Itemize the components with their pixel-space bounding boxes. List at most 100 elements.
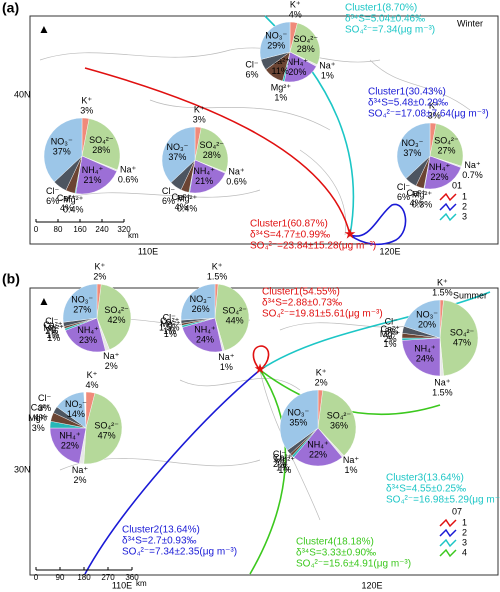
scale-label: 360	[125, 573, 139, 582]
legend-swatch	[439, 528, 457, 538]
ion-label: NH₄⁺	[193, 166, 215, 176]
ion-percent: 1.5%	[432, 287, 453, 297]
legend-label: 3	[462, 537, 467, 547]
ion-label: SO₄²⁻	[94, 421, 119, 431]
ion-percent: 1%	[164, 329, 177, 339]
scale-label: 0	[34, 225, 39, 234]
cluster-text: SO₄²⁻=16.98±5.29(μg m⁻³)	[386, 495, 500, 506]
ion-percent: 26%	[192, 304, 210, 314]
ion-percent: 23%	[79, 335, 97, 345]
ion-percent: 4%	[34, 413, 47, 423]
ion-percent: 3%	[38, 403, 51, 413]
axis-label: 120E	[379, 246, 400, 256]
ion-label: NH₄⁺	[429, 162, 451, 172]
legend-label: 4	[462, 547, 467, 557]
ion-label: NH₄⁺	[307, 439, 329, 449]
ion-label: SO₄²⁻	[434, 136, 459, 146]
ion-label: Ca²⁺	[31, 403, 51, 413]
ion-percent: 0.4%	[63, 205, 84, 215]
pie-slice	[317, 390, 357, 456]
ion-label: NH₄⁺	[287, 57, 309, 67]
cluster-text: δ³⁴S=5.48±0.29‰	[368, 98, 448, 109]
trajectory	[349, 203, 407, 246]
axis-label: 120E	[361, 580, 382, 590]
cluster-text: δ³⁴S=4.77±0.99‰	[250, 230, 330, 241]
ion-label: NO₃⁻	[287, 407, 309, 417]
ion-percent: 1.5%	[432, 387, 453, 397]
cluster-text: SO₄²⁻=19.81±5.61(μg m⁻³)	[262, 309, 383, 320]
cluster-text: Cluster1(8.70%)	[345, 3, 417, 14]
ion-percent: 4%	[175, 202, 188, 212]
cluster-text: Cluster3(13.64%)	[386, 473, 464, 484]
ion-label: NO₃⁻	[190, 294, 212, 304]
ion-label: K⁺	[290, 0, 301, 10]
ion-label: Mg²⁺	[160, 319, 180, 329]
pie-slice	[284, 51, 317, 83]
axis-label: 40N	[14, 89, 31, 99]
pie-slice	[75, 155, 118, 195]
pie-slice	[189, 159, 226, 194]
ion-percent: 0.6%	[226, 177, 247, 187]
ion-label: Mg²⁺	[271, 82, 291, 92]
ion-percent: 37%	[53, 147, 71, 157]
ion-label: Ca²⁺	[160, 316, 180, 326]
pie-slice	[259, 21, 291, 60]
pie-slice	[182, 317, 223, 353]
season: Winter	[457, 18, 483, 28]
ion-percent: 14%	[67, 409, 85, 419]
ion-label: Mg²⁺	[28, 413, 48, 423]
ion-label: Mg²⁺	[412, 190, 432, 200]
ion-label: Na⁺	[434, 377, 451, 387]
ion-label: Cl⁻	[397, 182, 410, 192]
axis-label: 30N	[14, 464, 31, 474]
scale-label: 270	[101, 573, 115, 582]
cluster-text: SO₄²⁻=7.34(μg m⁻³)	[345, 25, 435, 36]
ion-label: NH₄⁺	[414, 343, 436, 353]
ion-label: Cl⁻	[163, 312, 176, 322]
pie-slice	[65, 317, 106, 353]
ion-percent: 1%	[274, 92, 287, 102]
ion-percent: 2%	[45, 326, 58, 336]
ion-percent: 47%	[453, 337, 471, 347]
scale-label: 90	[56, 573, 65, 582]
ion-label: SO₄²⁻	[294, 34, 319, 44]
ion-percent: 27%	[73, 304, 91, 314]
ion-label: NO₃⁻	[265, 31, 287, 41]
cluster-text: δ³⁴S=3.33±0.90‰	[296, 548, 376, 559]
ion-percent: 22%	[309, 449, 327, 459]
cluster-text: SO₄²⁻=23.84±15.28(μg m⁻³)	[250, 241, 376, 252]
ion-label: K⁺	[316, 367, 327, 377]
ion-percent: 1.5%	[207, 271, 228, 281]
ion-percent: 0.3%	[412, 200, 433, 210]
ion-percent: 3%	[385, 326, 398, 336]
north-arrow: ▲	[38, 22, 50, 36]
pie-slice	[56, 391, 87, 429]
ion-percent: 20%	[288, 67, 306, 77]
ion-label: Ca²⁺	[273, 453, 293, 463]
ion-label: SO₄²⁻	[450, 327, 475, 337]
ion-percent: 1%	[321, 70, 334, 80]
ion-percent: 22%	[61, 441, 79, 451]
ion-label: Cl⁻	[46, 186, 59, 196]
pie-slice	[83, 392, 123, 465]
ion-label: Mg²⁺	[177, 194, 197, 204]
legend-label: 2	[462, 201, 467, 211]
legend-label: 1	[462, 517, 467, 527]
legend-title: 01	[452, 180, 462, 190]
ion-percent: 28%	[203, 150, 221, 160]
ion-percent: 42%	[108, 315, 126, 325]
pie-slice	[49, 427, 87, 464]
ion-percent: 4%	[410, 198, 423, 208]
ion-label: K⁺	[81, 96, 92, 106]
ion-percent: 24%	[196, 334, 214, 344]
scale-label: 240	[95, 225, 109, 234]
pie-slice	[279, 389, 319, 451]
ion-percent: 21%	[195, 176, 213, 186]
ion-percent: 0.4%	[177, 204, 198, 214]
panel-label: (a)	[2, 0, 19, 16]
ion-percent: 3%	[32, 423, 45, 433]
ion-label: Cl⁻	[45, 316, 58, 326]
site-star: ★	[254, 361, 267, 377]
ion-label: NH₄⁺	[77, 325, 99, 335]
ion-percent: 1%	[384, 339, 397, 349]
